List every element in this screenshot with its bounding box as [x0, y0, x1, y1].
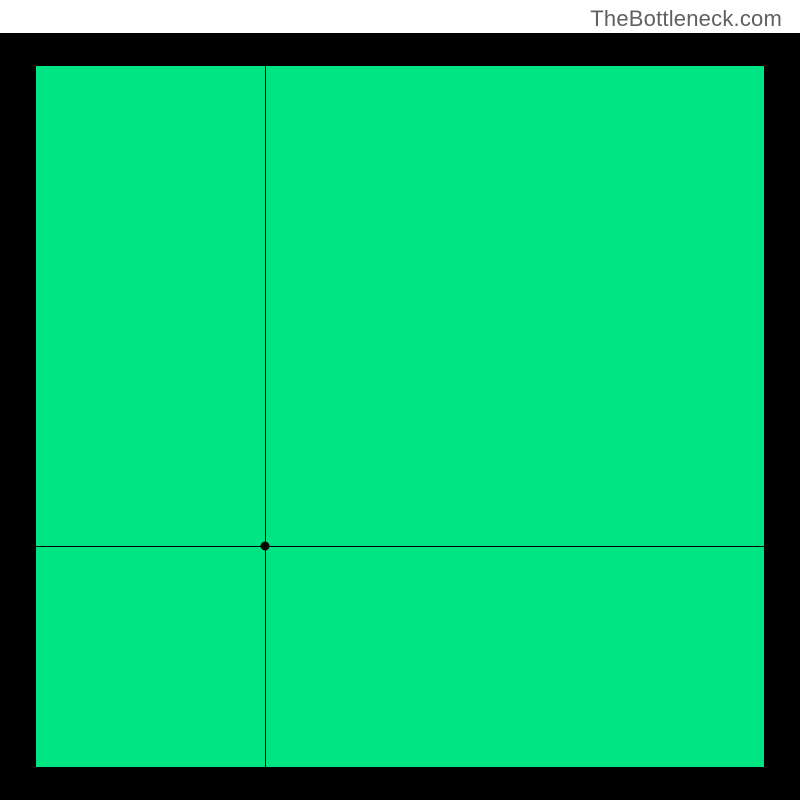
heatmap-plot — [36, 66, 764, 767]
watermark-text: TheBottleneck.com — [590, 6, 782, 32]
crosshair-dot — [261, 542, 270, 551]
chart-container: TheBottleneck.com — [0, 0, 800, 800]
crosshair-horizontal — [36, 546, 764, 547]
heatmap-canvas — [36, 66, 764, 767]
crosshair-vertical — [265, 66, 266, 767]
